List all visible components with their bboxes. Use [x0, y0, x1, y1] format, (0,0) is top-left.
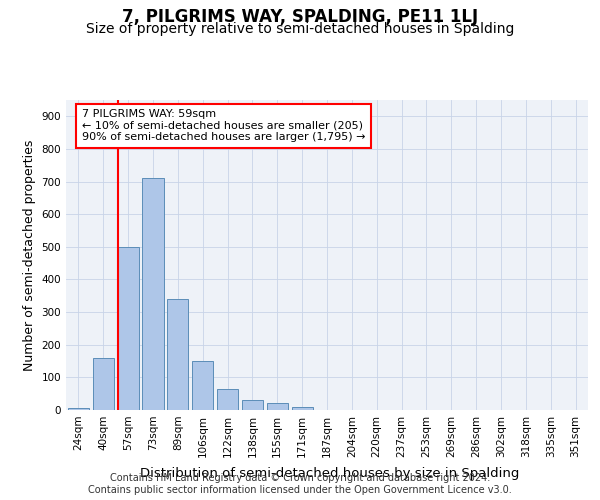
Y-axis label: Number of semi-detached properties: Number of semi-detached properties [23, 140, 36, 370]
Bar [68, 408, 89, 410]
Bar [118, 247, 139, 410]
Text: Distribution of semi-detached houses by size in Spalding: Distribution of semi-detached houses by … [140, 468, 520, 480]
Bar [267, 404, 288, 410]
Bar [93, 358, 114, 410]
Bar [292, 406, 313, 410]
Bar [167, 299, 188, 410]
Text: 7, PILGRIMS WAY, SPALDING, PE11 1LJ: 7, PILGRIMS WAY, SPALDING, PE11 1LJ [122, 8, 478, 26]
Text: Size of property relative to semi-detached houses in Spalding: Size of property relative to semi-detach… [86, 22, 514, 36]
Bar [217, 389, 238, 410]
Text: 7 PILGRIMS WAY: 59sqm
← 10% of semi-detached houses are smaller (205)
90% of sem: 7 PILGRIMS WAY: 59sqm ← 10% of semi-deta… [82, 110, 365, 142]
Bar [192, 361, 213, 410]
Text: Contains HM Land Registry data © Crown copyright and database right 2024.
Contai: Contains HM Land Registry data © Crown c… [88, 474, 512, 495]
Bar [242, 400, 263, 410]
Bar [142, 178, 164, 410]
